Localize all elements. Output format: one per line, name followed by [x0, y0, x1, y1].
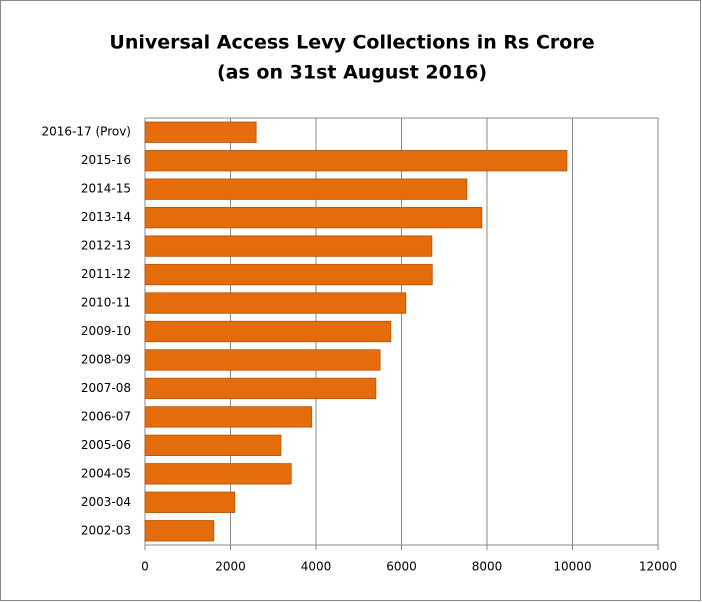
- bar: [144, 406, 313, 428]
- chart-subtitle: (as on 31st August 2016): [217, 62, 487, 84]
- x-tick-label: 12000: [639, 560, 677, 574]
- x-tick-label: 8000: [472, 560, 503, 574]
- bar: [144, 206, 483, 229]
- y-tick-label: 2007-08: [81, 381, 131, 395]
- y-tick-label: 2012-13: [81, 239, 131, 253]
- y-tick-label: 2013-14: [81, 210, 131, 224]
- x-tick-label: 6000: [386, 560, 417, 574]
- y-tick-label: 2015-16: [81, 153, 131, 167]
- bar: [144, 463, 292, 485]
- y-tick-label: 2014-15: [81, 182, 131, 196]
- bar: [144, 150, 568, 172]
- bar: [144, 349, 381, 371]
- chart-title: Universal Access Levy Collections in Rs …: [109, 32, 594, 54]
- bar: [144, 491, 236, 513]
- x-tick-label: 4000: [301, 560, 332, 574]
- y-tick-label: 2010-11: [81, 296, 131, 310]
- bar: [144, 434, 282, 457]
- x-tick-label: 0: [141, 560, 149, 574]
- y-tick-label: 2004-05: [81, 466, 131, 480]
- bar: [144, 320, 392, 343]
- y-tick-label: 2011-12: [81, 267, 131, 281]
- y-tick-label: 2009-10: [81, 324, 131, 338]
- y-tick-label: 2005-06: [81, 438, 131, 452]
- x-tick-label: 10000: [553, 560, 591, 574]
- y-tick-label: 2008-09: [81, 352, 131, 366]
- bar: [144, 178, 468, 200]
- bar: [144, 292, 407, 314]
- y-tick-label: 2006-07: [81, 409, 131, 423]
- x-tick-label: 2000: [215, 560, 246, 574]
- bar: [144, 263, 433, 286]
- y-tick-label: 2016-17 (Prov): [42, 125, 131, 139]
- bar: [144, 377, 377, 400]
- bar: [144, 121, 257, 143]
- y-tick-label: 2002-03: [81, 523, 131, 537]
- y-tick-label: 2003-04: [81, 495, 131, 509]
- bar: [144, 235, 433, 257]
- bar: [144, 520, 215, 542]
